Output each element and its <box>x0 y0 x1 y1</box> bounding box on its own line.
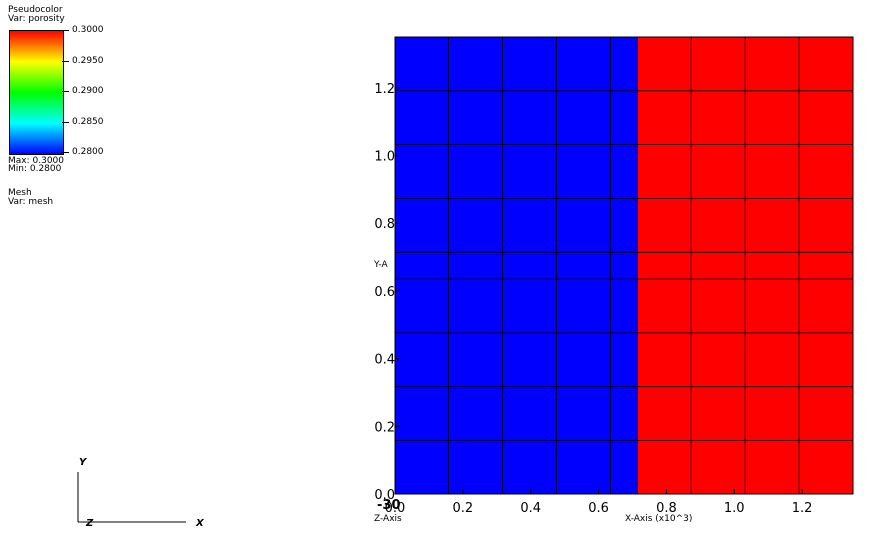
z-axis-label: Z-Axis <box>374 514 402 524</box>
colorbar-tick <box>62 91 69 92</box>
triad-z-label: Z <box>85 518 94 529</box>
x-tick-label: 1.2 <box>792 501 813 516</box>
x-tick-label: 0.2 <box>453 501 474 516</box>
y-tick-label: 0.4 <box>374 353 395 368</box>
y-tick-label: 0.0 <box>374 488 395 503</box>
legend-mesh-var: Var: mesh <box>8 197 54 207</box>
legend-max: Max: 0.3000 <box>8 156 64 166</box>
x-tick-label: 0.6 <box>588 501 609 516</box>
colorbar-tick <box>62 30 69 31</box>
y-tick-label: 1.0 <box>374 149 395 164</box>
colorbar-label: 0.2800 <box>72 147 104 157</box>
y-tick-label: 1.2 <box>374 82 395 97</box>
z-tick-label: -30 <box>377 498 401 513</box>
legend-min: Min: 0.2800 <box>8 164 62 174</box>
y-axis-label: Y-A <box>373 260 388 270</box>
triad-y-label: Y <box>79 457 88 468</box>
colorbar-tick <box>62 61 69 62</box>
triad-x-label: X <box>195 518 205 529</box>
y-tick-label: 0.2 <box>374 420 395 435</box>
x-tick-label: 0.0 <box>385 501 406 516</box>
legend-variable: Var: porosity <box>8 14 65 24</box>
colorbar-label: 0.3000 <box>72 25 104 35</box>
colorbar-tick <box>62 122 69 123</box>
y-tick-label: 0.6 <box>374 285 395 300</box>
plot-frame <box>394 36 854 495</box>
x-axis-label: X-Axis (x10^3) <box>625 514 692 524</box>
colorbar <box>9 30 64 155</box>
x-tick-label: 0.4 <box>520 501 541 516</box>
legend-plot-type: Pseudocolor <box>8 5 63 15</box>
legend-mesh-title: Mesh <box>8 188 32 198</box>
colorbar-tick <box>62 152 69 153</box>
colorbar-label: 0.2850 <box>72 117 104 127</box>
colorbar-label: 0.2900 <box>72 86 104 96</box>
colorbar-label: 0.2950 <box>72 56 104 66</box>
x-tick-label: 0.8 <box>656 501 677 516</box>
x-tick-label: 1.0 <box>724 501 745 516</box>
porosity-region <box>395 37 638 494</box>
y-tick-label: 0.8 <box>374 217 395 232</box>
legend-panel: Pseudocolor Var: porosity 0.3000 0.2950 … <box>8 5 148 207</box>
